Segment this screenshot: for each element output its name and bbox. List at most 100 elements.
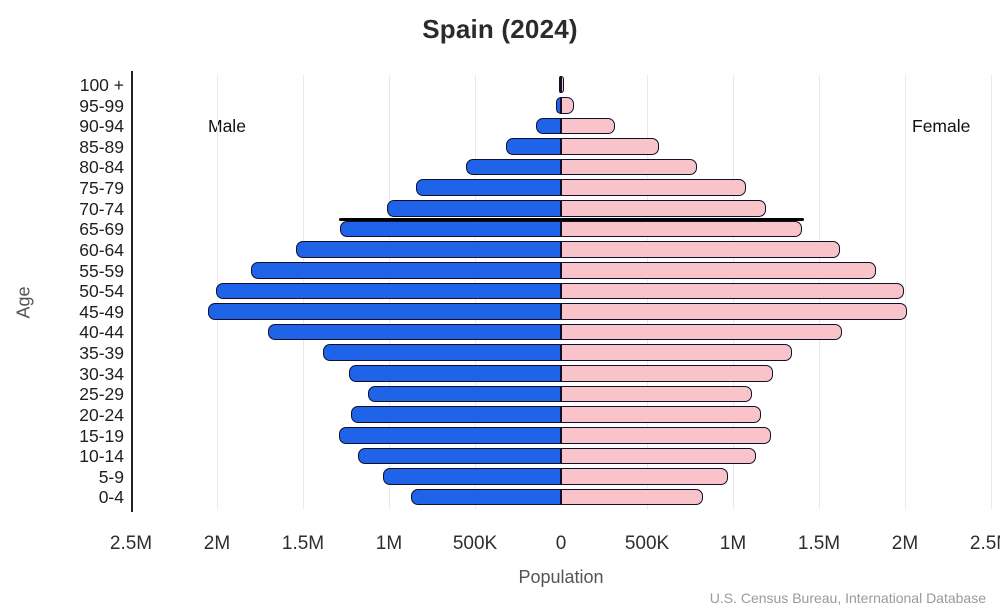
pyramid-row	[131, 426, 991, 447]
pyramid-row	[131, 446, 991, 467]
female-bar-25-29[interactable]	[561, 385, 753, 403]
age-group-label: 95-99	[79, 95, 124, 116]
male-bar-60-64[interactable]	[295, 241, 561, 258]
age-group-label: 65-69	[79, 219, 124, 240]
male-bar-50-54[interactable]	[216, 282, 561, 300]
age-group-label: 40-44	[79, 322, 124, 343]
pyramid-row	[131, 281, 991, 302]
female-bar-95-99[interactable]	[561, 97, 574, 114]
male-bar-25-29[interactable]	[367, 385, 561, 403]
age-group-label: 20-24	[79, 404, 124, 425]
age-group-label: 85-89	[79, 136, 124, 157]
pyramid-row	[131, 137, 991, 158]
female-bar-20-24[interactable]	[561, 406, 762, 423]
age-group-label: 30-34	[79, 363, 124, 384]
pyramid-row	[131, 467, 991, 488]
gridline	[905, 75, 906, 509]
male-bar-90-94[interactable]	[536, 117, 561, 135]
x-tick-label: 2.5M	[109, 533, 153, 554]
x-tick-label: 1.5M	[281, 533, 325, 554]
female-bar-30-34[interactable]	[561, 365, 774, 382]
pyramid-row	[131, 343, 991, 364]
pyramid-row	[131, 302, 991, 323]
female-bar-100+[interactable]	[561, 76, 565, 93]
male-bar-10-14[interactable]	[357, 447, 561, 465]
gridline	[991, 75, 992, 509]
x-tick-label: 1M	[375, 533, 403, 554]
male-bar-5-9[interactable]	[383, 468, 561, 485]
male-bar-85-89[interactable]	[506, 138, 561, 155]
age-group-label: 50-54	[79, 281, 124, 302]
female-bar-35-39[interactable]	[561, 344, 792, 362]
x-tick-label: 0	[555, 533, 567, 554]
female-bar-80-84[interactable]	[561, 158, 698, 176]
female-bar-10-14[interactable]	[561, 447, 756, 465]
male-bar-95-99[interactable]	[556, 97, 561, 114]
male-bar-30-34[interactable]	[348, 365, 561, 382]
female-bar-50-54[interactable]	[561, 282, 904, 300]
pyramid-row	[131, 384, 991, 405]
age-group-label: 10-14	[79, 446, 124, 467]
pyramid-row	[131, 157, 991, 178]
male-bar-15-19[interactable]	[338, 426, 561, 444]
pyramid-row	[131, 219, 991, 240]
cohort-marker-line	[339, 217, 804, 221]
female-bar-90-94[interactable]	[561, 117, 615, 135]
age-group-label: 80-84	[79, 157, 124, 178]
male-bar-45-49[interactable]	[207, 303, 561, 320]
female-bar-85-89[interactable]	[561, 138, 659, 155]
pyramid-row	[131, 261, 991, 282]
pyramid-row	[131, 75, 991, 96]
pyramid-row	[131, 116, 991, 137]
female-bar-70-74[interactable]	[561, 200, 767, 217]
pyramid-row	[131, 322, 991, 343]
male-bar-100+[interactable]	[558, 76, 561, 93]
male-bar-55-59[interactable]	[250, 261, 561, 279]
male-bar-80-84[interactable]	[465, 158, 561, 176]
pyramid-row	[131, 199, 991, 220]
pyramid-row	[131, 487, 991, 508]
female-bar-0-4[interactable]	[561, 488, 703, 506]
x-tick-label: 500K	[624, 533, 670, 554]
y-axis-line	[131, 71, 133, 512]
age-group-label: 75-79	[79, 178, 124, 199]
age-group-label: 45-49	[79, 301, 124, 322]
female-bar-75-79[interactable]	[561, 179, 746, 197]
male-bar-20-24[interactable]	[350, 406, 561, 423]
age-group-label: 5-9	[98, 466, 124, 487]
pyramid-row	[131, 96, 991, 117]
age-group-label: 60-64	[79, 239, 124, 260]
female-bar-5-9[interactable]	[561, 468, 729, 485]
male-bar-75-79[interactable]	[416, 179, 561, 197]
age-group-label: 70-74	[79, 198, 124, 219]
pyramid-row	[131, 178, 991, 199]
female-bar-65-69[interactable]	[561, 220, 803, 238]
female-bar-40-44[interactable]	[561, 323, 842, 341]
pyramid-row	[131, 364, 991, 385]
age-group-label: 55-59	[79, 260, 124, 281]
male-bar-70-74[interactable]	[386, 200, 561, 217]
source-attribution: U.S. Census Bureau, International Databa…	[709, 590, 986, 606]
male-bar-0-4[interactable]	[410, 488, 561, 506]
pyramid-row	[131, 405, 991, 426]
age-group-label: 15-19	[79, 425, 124, 446]
male-bar-35-39[interactable]	[323, 344, 561, 362]
female-bar-60-64[interactable]	[561, 241, 841, 258]
male-bar-65-69[interactable]	[340, 220, 561, 238]
x-tick-label: 2M	[891, 533, 919, 554]
chart-title: Spain (2024)	[422, 14, 578, 44]
male-bar-40-44[interactable]	[268, 323, 561, 341]
pyramid-row	[131, 240, 991, 261]
x-tick-label: 1.5M	[797, 533, 841, 554]
age-group-label: 35-39	[79, 343, 124, 364]
x-tick-label: 2M	[203, 533, 231, 554]
female-series-label: Female	[912, 116, 971, 136]
x-tick-label: 500K	[452, 533, 498, 554]
female-bar-45-49[interactable]	[561, 303, 908, 320]
female-bar-15-19[interactable]	[561, 426, 772, 444]
female-bar-55-59[interactable]	[561, 261, 877, 279]
x-axis-label: Population	[518, 567, 604, 587]
x-tick-label: 2.5M	[969, 533, 1000, 554]
age-group-label: 25-29	[79, 384, 124, 405]
